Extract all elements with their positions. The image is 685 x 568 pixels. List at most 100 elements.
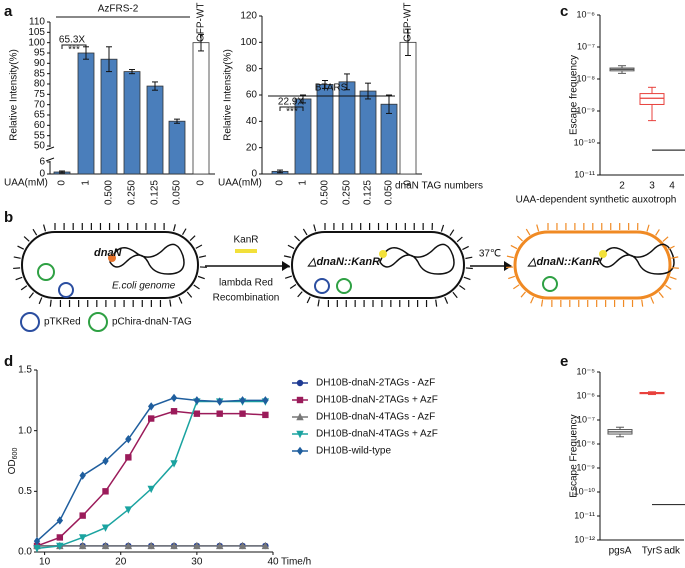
cell-spike (317, 299, 320, 307)
y-tick-label: 75 (34, 89, 46, 100)
plasmid (336, 278, 352, 294)
cell-spike (199, 255, 207, 258)
cell-spike (181, 228, 187, 235)
legend-label: DH10B-dnaN-4TAGs - AzF (316, 412, 435, 423)
method-label: Recombination (213, 293, 280, 304)
insert-bar (235, 249, 257, 253)
plasmid (542, 276, 558, 292)
group-label: AzFRS-2 (98, 4, 139, 15)
marker (102, 456, 109, 466)
cell-spike (297, 291, 303, 298)
genome-label: E.coli genome (112, 281, 176, 292)
significance-bracket (279, 106, 304, 111)
x-tick-label: 1 (81, 180, 92, 186)
bar (77, 52, 95, 175)
panel-label: e (560, 353, 568, 370)
y-axis-label: Relative Intensity(%) (223, 49, 234, 141)
genome (109, 243, 185, 275)
marker (170, 460, 178, 468)
y-axis-label: Escape frequency (569, 55, 580, 135)
marker (56, 516, 64, 525)
marker (170, 393, 178, 403)
cell-spike (284, 275, 292, 279)
fold-change: 65.3X (59, 35, 85, 46)
cell-spike (38, 297, 43, 305)
bar (168, 120, 186, 175)
cell-spike (530, 296, 535, 304)
x-tick-label: 40 (267, 557, 279, 568)
y-tick-label: 0.5 (18, 486, 32, 497)
cell-spike (671, 267, 679, 269)
y-tick-label: 50 (34, 141, 46, 152)
gene-locus (108, 254, 116, 262)
box (639, 93, 665, 105)
y-tick-label: 95 (34, 48, 46, 59)
y-tick-label: 1.0 (18, 425, 32, 436)
y-tick-label: 80 (34, 79, 46, 90)
group-label: BTARS (315, 83, 348, 94)
y-tick-label: 85 (34, 68, 46, 79)
marker (296, 430, 304, 439)
significance: *** (68, 45, 80, 56)
marker (239, 410, 246, 417)
x-tick-label: 0 (275, 180, 286, 186)
cell-spike (13, 267, 21, 270)
bar (123, 71, 141, 175)
x-tick-label: 10 (39, 557, 51, 568)
y-tick-label: 70 (34, 99, 46, 110)
legend-label: DH10B-dnaN-4TAGs + AzF (316, 429, 438, 440)
marker (79, 471, 86, 480)
x-tick-label: 0.125 (150, 180, 161, 205)
gene-locus (599, 250, 607, 258)
result-label: UAA-dependent synthetic auxotroph (516, 195, 677, 206)
cell-spike (662, 236, 669, 242)
temperature-label: 37℃ (479, 249, 501, 260)
y-tick-label: 10⁻⁷ (577, 414, 595, 424)
cell-spike (186, 291, 193, 298)
y-tick-label: 1.5 (18, 365, 32, 376)
cell-spike (13, 256, 21, 259)
cell-spike (313, 224, 317, 232)
cell (291, 231, 465, 299)
marker (147, 402, 155, 411)
x-tick-label: 0.250 (342, 180, 353, 205)
cell-spike (449, 229, 455, 236)
x-tick-label: 0 (403, 180, 414, 186)
bar (146, 85, 164, 175)
marker (101, 524, 110, 532)
cell-spike (463, 276, 471, 281)
marker (33, 545, 41, 553)
marker (147, 541, 155, 550)
x-tick-label: 0.500 (320, 180, 331, 205)
marker (262, 396, 269, 405)
marker (170, 408, 178, 415)
fold-change: 22.9X (278, 97, 304, 108)
x-tick-label: 0 (196, 180, 207, 186)
marker (193, 410, 201, 417)
method-label: lambda Red (219, 278, 273, 289)
x-tick-label: 0.050 (384, 180, 395, 205)
cell-spike (452, 291, 458, 299)
y-tick-label: 40 (246, 116, 258, 127)
y-tick-label: 110 (29, 17, 45, 28)
marker (238, 541, 247, 550)
marker (124, 506, 133, 514)
x-tick-label: 2 (619, 181, 625, 192)
x-axis-label: dnaN TAG numbers (395, 181, 483, 192)
y-tick-label: 60 (246, 90, 258, 101)
y-axis-label: Escape Frequency (569, 414, 580, 497)
y-tick-label: 105 (28, 27, 45, 38)
cell-spike (20, 285, 28, 291)
y-axis-label-main: OD (7, 459, 18, 474)
diagram: dnaN E.coli genome KanR lambda Red Recom… (20, 195, 677, 332)
y-tick-label: 10⁻¹¹ (574, 510, 595, 520)
y-tick-label: 10⁻⁹ (576, 105, 595, 115)
legend-label: DH10B-dnaN-2TAGs + AzF (316, 395, 438, 406)
y-tick-label: 0.0 (18, 547, 32, 558)
axis-break (46, 147, 54, 161)
cell-spike (306, 296, 311, 304)
plasmid (58, 282, 74, 298)
y-tick-label: 10⁻⁶ (577, 390, 596, 400)
plasmid (314, 278, 330, 294)
cell-spike (540, 299, 544, 307)
